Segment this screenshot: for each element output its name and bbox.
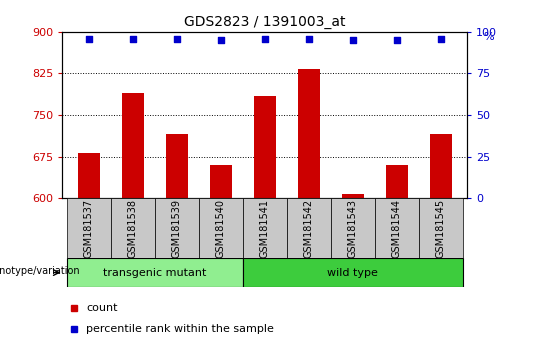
Point (216, 37, 225, 43)
Bar (298, 69, 320, 198)
Bar (254, 96, 275, 198)
Point (260, 36, 269, 41)
Text: GSM181539: GSM181539 (172, 199, 181, 258)
FancyBboxPatch shape (154, 198, 199, 258)
Title: GDS2823 / 1391003_at: GDS2823 / 1391003_at (184, 16, 346, 29)
Text: percentile rank within the sample: percentile rank within the sample (86, 324, 274, 334)
FancyBboxPatch shape (111, 198, 154, 258)
Point (348, 37, 357, 43)
Text: GSM181542: GSM181542 (303, 199, 314, 258)
Bar (166, 135, 187, 198)
Text: GSM181541: GSM181541 (260, 199, 269, 258)
Text: count: count (86, 303, 118, 313)
FancyBboxPatch shape (66, 258, 242, 287)
FancyBboxPatch shape (287, 198, 330, 258)
Point (305, 36, 313, 41)
FancyBboxPatch shape (242, 258, 463, 287)
Text: %: % (483, 32, 494, 42)
Text: GSM181538: GSM181538 (127, 199, 138, 258)
Text: GSM181545: GSM181545 (436, 199, 446, 258)
Point (84, 36, 93, 41)
Text: wild type: wild type (327, 268, 378, 278)
FancyBboxPatch shape (242, 198, 287, 258)
Bar (210, 165, 232, 198)
FancyBboxPatch shape (199, 198, 242, 258)
Text: genotype/variation: genotype/variation (0, 266, 80, 276)
FancyBboxPatch shape (66, 198, 111, 258)
Point (128, 36, 137, 41)
Text: GSM181544: GSM181544 (392, 199, 402, 258)
Text: GSM181540: GSM181540 (215, 199, 226, 258)
Bar (342, 194, 363, 198)
Bar (386, 165, 408, 198)
FancyBboxPatch shape (375, 198, 418, 258)
Point (172, 36, 181, 41)
Text: transgenic mutant: transgenic mutant (103, 268, 206, 278)
Point (436, 36, 445, 41)
Text: GSM181537: GSM181537 (84, 199, 93, 258)
Point (393, 37, 401, 43)
FancyBboxPatch shape (330, 198, 375, 258)
FancyBboxPatch shape (418, 198, 463, 258)
Bar (430, 135, 451, 198)
Text: GSM181543: GSM181543 (348, 199, 357, 258)
Bar (78, 153, 99, 198)
Bar (122, 93, 144, 198)
